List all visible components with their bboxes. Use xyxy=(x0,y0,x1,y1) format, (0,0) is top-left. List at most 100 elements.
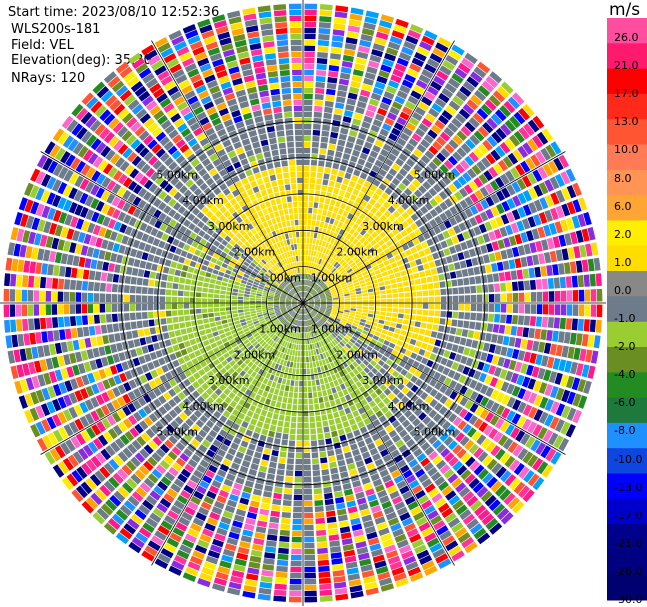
radar-gate xyxy=(296,313,299,320)
radar-gate xyxy=(411,133,422,143)
radar-gate xyxy=(270,315,277,319)
radar-gate xyxy=(226,310,232,315)
radar-gate xyxy=(360,283,367,288)
radar-gate xyxy=(231,299,238,303)
radar-gate xyxy=(7,350,16,364)
radar-gate xyxy=(308,303,315,306)
radar-gate xyxy=(384,379,392,387)
radar-gate xyxy=(93,304,100,313)
radar-gate xyxy=(304,524,314,531)
radar-gate xyxy=(457,420,467,431)
radar-gate xyxy=(312,391,318,398)
radar-gate xyxy=(373,254,381,261)
radar-gate xyxy=(468,348,477,358)
radar-gate xyxy=(458,486,471,498)
radar-gate xyxy=(291,303,298,305)
radar-gate xyxy=(310,312,314,318)
radar-gate xyxy=(215,371,223,379)
radar-gate xyxy=(522,390,532,402)
radar-gate xyxy=(273,328,279,334)
radar-gate xyxy=(269,461,277,469)
radar-gate xyxy=(57,411,68,425)
radar-gate xyxy=(388,168,398,177)
radar-gate xyxy=(261,496,271,504)
radar-gate xyxy=(383,260,390,266)
radar-gate xyxy=(252,284,259,288)
radar-gate xyxy=(221,319,228,325)
radar-gate xyxy=(319,4,333,11)
radar-gate xyxy=(391,163,401,172)
radar-gate xyxy=(350,297,357,301)
radar-gate xyxy=(265,284,271,289)
radar-gate xyxy=(589,273,596,287)
radar-gate xyxy=(328,419,335,426)
radar-gate xyxy=(462,513,476,525)
radar-gate xyxy=(334,329,340,335)
radar-gate xyxy=(466,518,479,530)
radar-gate xyxy=(477,143,489,155)
radar-gate xyxy=(294,307,299,312)
radar-gate xyxy=(303,177,309,184)
radar-gate xyxy=(147,295,154,303)
radar-gate xyxy=(516,415,527,428)
radar-gate xyxy=(186,479,198,489)
radar-gate xyxy=(432,455,443,466)
radar-gate xyxy=(293,506,302,513)
radar-gate xyxy=(236,552,249,561)
radar-gate xyxy=(391,30,405,40)
radar-gate xyxy=(420,441,431,452)
radar-gate xyxy=(527,378,536,390)
radar-gate xyxy=(317,553,329,560)
radar-gate xyxy=(299,368,303,375)
radar-gate xyxy=(560,171,571,185)
radar-gate xyxy=(348,418,356,426)
radar-gate xyxy=(366,387,374,395)
radar-gate xyxy=(54,342,63,354)
radar-gate xyxy=(447,227,456,237)
radar-gate xyxy=(10,227,19,241)
radar-gate xyxy=(396,259,404,266)
radar-gate xyxy=(319,221,325,228)
radar-gate xyxy=(346,500,357,508)
radar-gate xyxy=(402,355,410,363)
radar-gate xyxy=(500,304,507,313)
radar-gate xyxy=(275,401,282,408)
radar-gate xyxy=(71,267,78,278)
radar-gate xyxy=(337,335,343,341)
radar-gate xyxy=(339,259,345,265)
radar-gate xyxy=(211,506,223,515)
radar-gate xyxy=(190,495,202,506)
radar-gate xyxy=(202,287,209,293)
radar-gate xyxy=(380,355,388,363)
radar-gate xyxy=(60,341,68,353)
radar-gate xyxy=(344,325,351,330)
radar-gate xyxy=(303,117,312,124)
radar-gate xyxy=(430,124,442,135)
radar-gate xyxy=(304,566,316,573)
radar-gate xyxy=(314,276,318,283)
radar-gate xyxy=(482,472,494,485)
radar-gate xyxy=(342,245,348,252)
radar-gate xyxy=(235,277,242,283)
radar-gate xyxy=(517,388,527,400)
radar-gate xyxy=(398,182,407,191)
radar-gate xyxy=(491,131,503,144)
radar-gate xyxy=(147,344,155,353)
radar-gate xyxy=(34,276,41,288)
radar-gate xyxy=(406,158,416,168)
radar-gate xyxy=(303,308,305,315)
radar-gate xyxy=(192,381,200,389)
radar-gate xyxy=(495,190,506,202)
radar-gate xyxy=(324,323,330,328)
radar-gate xyxy=(306,286,310,292)
radar-gate xyxy=(401,517,414,527)
radar-gate xyxy=(322,480,332,488)
radar-gate xyxy=(494,448,506,461)
radar-gate xyxy=(66,366,75,378)
radar-gate xyxy=(351,523,363,532)
radar-gate xyxy=(267,331,274,337)
radar-gate xyxy=(257,471,266,479)
radar-gate xyxy=(255,352,262,359)
radar-gate xyxy=(392,528,405,538)
radar-gate xyxy=(186,346,194,354)
